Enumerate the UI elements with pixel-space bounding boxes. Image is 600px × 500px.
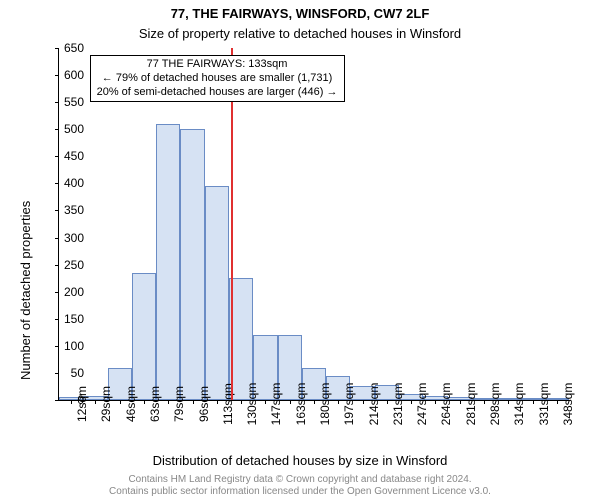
y-tick-label: 350 [44, 203, 84, 217]
histogram-bar [205, 186, 229, 400]
y-tick-label: 400 [44, 176, 84, 190]
x-tick-mark [314, 400, 315, 404]
x-tick-label: 130sqm [245, 383, 259, 426]
x-tick-mark [144, 400, 145, 404]
footer-attribution: Contains HM Land Registry data © Crown c… [0, 474, 600, 498]
footer-line1: Contains HM Land Registry data © Crown c… [128, 474, 471, 485]
x-tick-label: 63sqm [148, 386, 162, 422]
x-tick-mark [533, 400, 534, 404]
x-tick-mark [411, 400, 412, 404]
y-tick-label: 150 [44, 312, 84, 326]
footer-line2: Contains public sector information licen… [109, 486, 491, 497]
y-tick-label: 550 [44, 95, 84, 109]
x-tick-mark [95, 400, 96, 404]
x-tick-mark [508, 400, 509, 404]
chart-container: 77, THE FAIRWAYS, WINSFORD, CW7 2LF Size… [0, 0, 600, 500]
x-tick-mark [265, 400, 266, 404]
y-tick-label: 650 [44, 41, 84, 55]
x-tick-label: 29sqm [99, 386, 113, 422]
x-tick-label: 247sqm [415, 383, 429, 426]
x-tick-label: 331sqm [537, 383, 551, 426]
x-tick-mark [168, 400, 169, 404]
annotation-line: 20% of semi-detached houses are larger (… [97, 86, 338, 100]
x-tick-mark [557, 400, 558, 404]
y-tick-label: 50 [44, 366, 84, 380]
x-tick-label: 314sqm [512, 383, 526, 426]
x-tick-label: 197sqm [342, 383, 356, 426]
chart-title-description: Size of property relative to detached ho… [0, 26, 600, 41]
histogram-bar [180, 129, 204, 400]
x-tick-label: 180sqm [318, 383, 332, 426]
y-tick-label: 450 [44, 149, 84, 163]
histogram-bar [156, 124, 180, 400]
x-tick-mark [363, 400, 364, 404]
annotation-box: 77 THE FAIRWAYS: 133sqm← 79% of detached… [90, 55, 345, 102]
x-tick-mark [460, 400, 461, 404]
x-tick-label: 348sqm [561, 383, 575, 426]
y-tick-label: 250 [44, 258, 84, 272]
x-tick-mark [217, 400, 218, 404]
x-tick-label: 281sqm [464, 383, 478, 426]
x-tick-label: 96sqm [197, 386, 211, 422]
y-tick-label: 600 [44, 68, 84, 82]
x-tick-mark [120, 400, 121, 404]
plot-area: 12sqm29sqm46sqm63sqm79sqm96sqm113sqm130s… [58, 48, 569, 401]
y-tick-label: 200 [44, 285, 84, 299]
y-axis-label: Number of detached properties [18, 201, 33, 380]
x-tick-mark [435, 400, 436, 404]
x-tick-label: 46sqm [124, 386, 138, 422]
x-tick-label: 214sqm [367, 383, 381, 426]
x-tick-label: 147sqm [269, 383, 283, 426]
chart-title-address: 77, THE FAIRWAYS, WINSFORD, CW7 2LF [0, 6, 600, 21]
histogram-bar [132, 273, 156, 400]
x-tick-mark [338, 400, 339, 404]
x-axis-label: Distribution of detached houses by size … [0, 453, 600, 468]
x-tick-mark [484, 400, 485, 404]
x-tick-label: 298sqm [488, 383, 502, 426]
x-tick-mark [387, 400, 388, 404]
x-tick-label: 79sqm [172, 386, 186, 422]
y-tick-label: 0 [44, 393, 84, 407]
x-tick-label: 163sqm [294, 383, 308, 426]
y-tick-label: 500 [44, 122, 84, 136]
y-tick-label: 300 [44, 231, 84, 245]
annotation-line: 77 THE FAIRWAYS: 133sqm [97, 58, 338, 72]
x-tick-mark [193, 400, 194, 404]
x-tick-label: 231sqm [391, 383, 405, 426]
x-tick-mark [290, 400, 291, 404]
y-tick-label: 100 [44, 339, 84, 353]
x-tick-mark [241, 400, 242, 404]
x-tick-label: 264sqm [439, 383, 453, 426]
annotation-line: ← 79% of detached houses are smaller (1,… [97, 72, 338, 86]
